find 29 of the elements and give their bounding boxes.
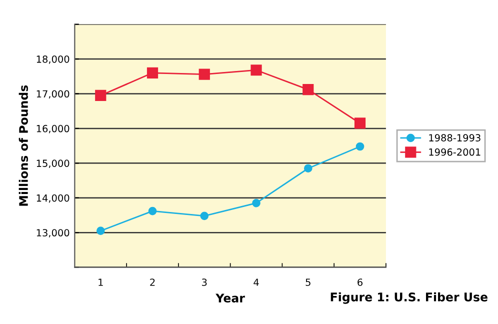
point [250,64,262,76]
text: Figure 1: U.S. Fiber Use [330,292,488,304]
y-tick-label: 14,000 [36,194,70,203]
y-tick-label: 13,000 [36,229,70,238]
point [200,212,209,220]
point [95,90,106,102]
x-tick-label: 6 [358,278,362,286]
x-tick-label: 1 [98,278,103,286]
y-tick-label: 18,000 [36,55,70,64]
point [354,118,366,129]
point [198,68,210,80]
y-axis-title: Millions of Pounds [18,85,28,206]
point [148,206,157,216]
point [302,84,314,96]
x-axis-title: Year [216,294,245,303]
y-tick-label: 17,000 [36,90,70,99]
point [304,164,312,173]
legend-label: 1996-2001 [429,148,480,156]
point [252,198,260,208]
point [146,67,158,78]
x-tick-label: 2 [150,278,155,286]
y-tick-label: 16,000 [36,124,70,134]
legend-label: 1988-1993 [429,134,480,142]
x-tick-label: 4 [254,278,259,286]
x-tick-label: 5 [306,278,310,286]
point [356,142,364,151]
y-tick-label: 15,000 [36,160,70,168]
point [96,226,105,236]
x-tick-label: 3 [202,278,207,286]
